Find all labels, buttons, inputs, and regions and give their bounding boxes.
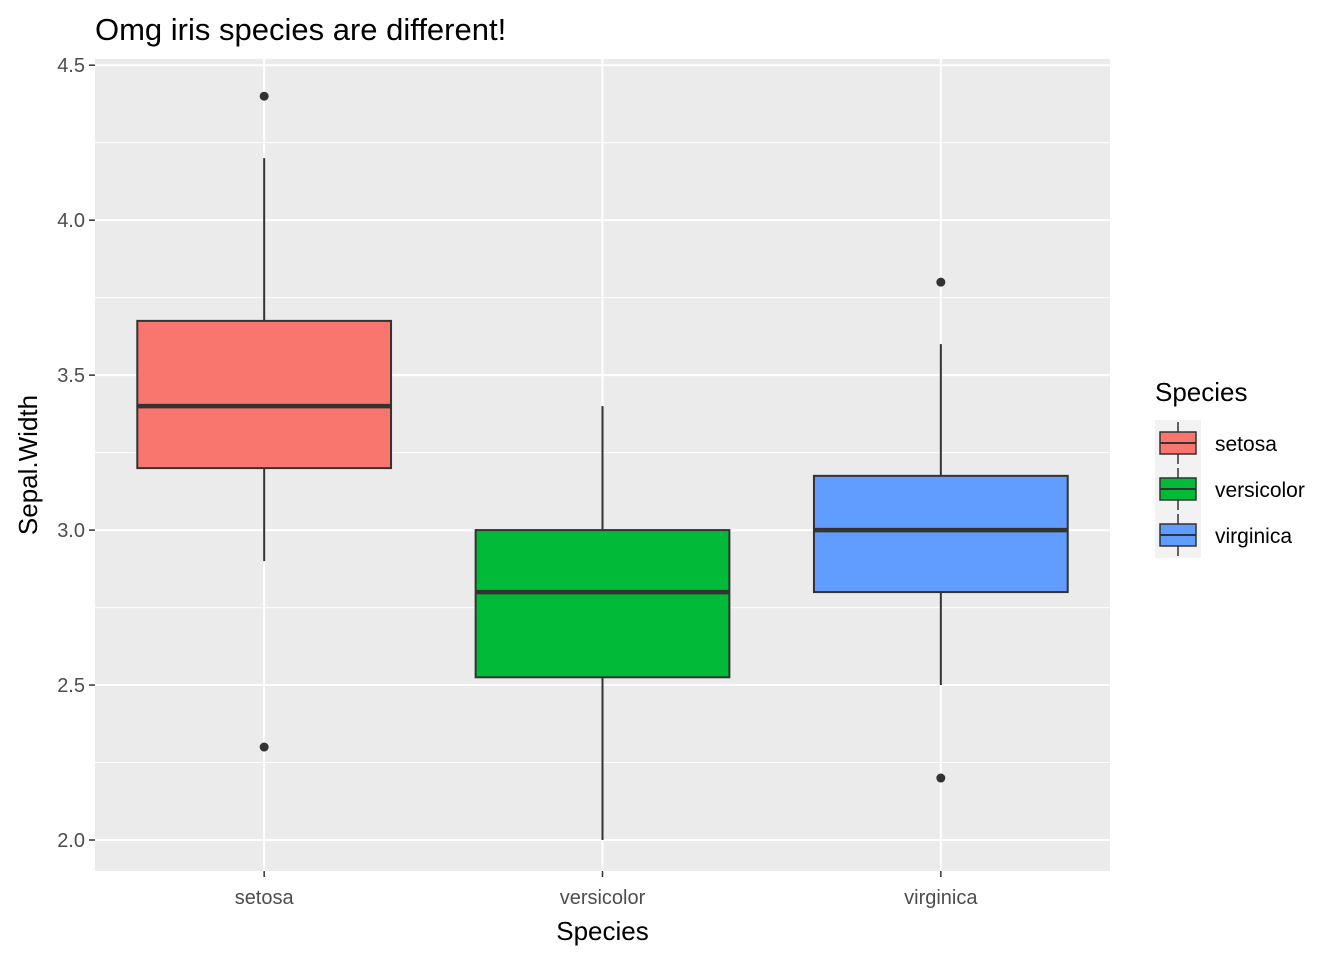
legend-label: virginica [1215, 525, 1292, 548]
legend: Species setosa versicolor virginica [1155, 377, 1305, 558]
legend-item-setosa: setosa [1155, 420, 1277, 466]
legend-label: setosa [1215, 433, 1277, 456]
box-setosa [136, 91, 393, 752]
y-axis-title: Sepal.Width [13, 395, 43, 535]
box-versicolor [474, 406, 731, 841]
x-tick-label: setosa [235, 887, 295, 909]
y-axis: 2.0 2.5 3.0 3.5 4.0 4.5 [57, 55, 95, 852]
outlier-point [259, 742, 269, 752]
box-virginica [812, 277, 1069, 783]
outlier-point [259, 91, 269, 101]
legend-label: versicolor [1215, 479, 1305, 502]
box-body [136, 319, 393, 470]
outlier-point [936, 773, 946, 783]
y-tick-label: 2.5 [57, 675, 85, 697]
box-body [812, 474, 1069, 594]
box-body [474, 529, 731, 679]
y-tick-label: 4.5 [57, 55, 85, 77]
x-tick-label: virginica [904, 887, 978, 909]
box-layer [136, 91, 1069, 841]
y-tick-label: 4.0 [57, 210, 85, 232]
outlier-point [936, 277, 946, 287]
legend-item-versicolor: versicolor [1155, 466, 1305, 512]
y-tick-label: 3.5 [57, 365, 85, 387]
chart-title: Omg iris species are different! [95, 12, 506, 47]
x-tick-label: versicolor [560, 887, 646, 909]
y-tick-label: 3.0 [57, 520, 85, 542]
legend-title: Species [1155, 377, 1248, 407]
y-tick-label: 2.0 [57, 830, 85, 852]
legend-item-virginica: virginica [1155, 512, 1292, 558]
x-axis-title: Species [556, 916, 649, 946]
x-axis: setosa versicolor virginica [235, 871, 978, 909]
